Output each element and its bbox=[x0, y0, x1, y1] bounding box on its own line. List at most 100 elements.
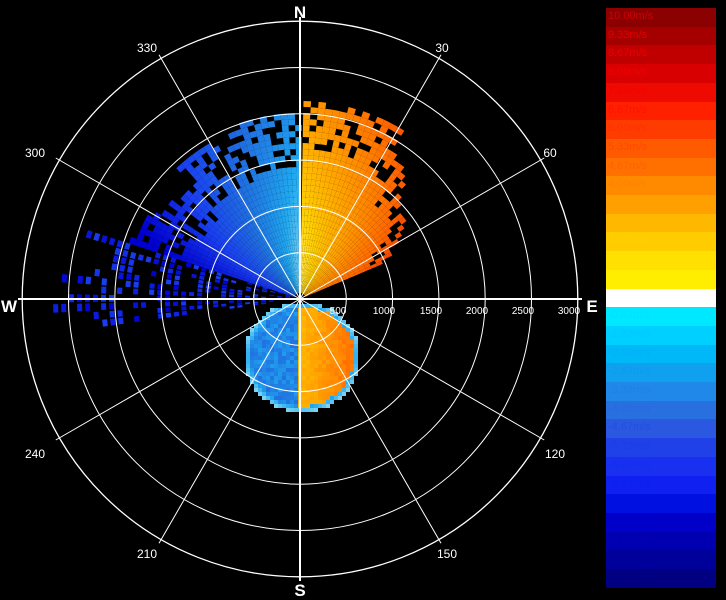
echo-gate bbox=[320, 138, 328, 146]
echo-pixel bbox=[310, 360, 314, 364]
echo-gate bbox=[327, 240, 333, 247]
echo-gate bbox=[249, 130, 258, 139]
echo-pixel bbox=[342, 360, 346, 364]
colorbar-label: -2.67m/s bbox=[608, 365, 651, 378]
echo-gate bbox=[283, 137, 290, 144]
echo-gate bbox=[356, 160, 364, 169]
echo-gate bbox=[274, 264, 280, 271]
echo-gate bbox=[271, 275, 277, 281]
echo-pixel bbox=[262, 364, 266, 368]
echo-gate bbox=[322, 275, 329, 281]
echo-gate bbox=[310, 107, 319, 114]
echo-gate bbox=[320, 284, 327, 288]
colorbar-swatch bbox=[606, 232, 716, 252]
echo-gate bbox=[320, 211, 326, 219]
echo-gate bbox=[213, 180, 222, 189]
echo-gate bbox=[244, 138, 253, 146]
echo-pixel bbox=[314, 408, 318, 412]
echo-gate bbox=[365, 224, 373, 232]
echo-pixel bbox=[342, 348, 346, 352]
echo-gate bbox=[319, 180, 325, 188]
echo-pixel bbox=[282, 372, 286, 376]
echo-gate bbox=[117, 310, 123, 317]
echo-gate bbox=[332, 196, 339, 204]
echo-gate bbox=[316, 235, 322, 243]
echo-pixel bbox=[278, 340, 282, 344]
echo-pixel bbox=[306, 336, 310, 340]
echo-gate bbox=[198, 257, 206, 264]
colorbar-label: -0.67m/s bbox=[608, 309, 651, 322]
echo-gate bbox=[321, 230, 326, 238]
colorbar-label: -8.67m/s bbox=[608, 533, 651, 546]
echo-pixel bbox=[294, 324, 298, 328]
echo-gate bbox=[307, 239, 311, 246]
echo-gate bbox=[289, 293, 295, 297]
echo-gate bbox=[311, 280, 316, 286]
echo-gate bbox=[310, 265, 315, 272]
echo-gate bbox=[272, 286, 279, 290]
echo-pixel bbox=[326, 360, 330, 364]
echo-pixel bbox=[278, 356, 282, 360]
echo-pixel bbox=[342, 324, 346, 328]
echo-pixel bbox=[342, 320, 346, 324]
echo-gate bbox=[225, 272, 233, 277]
echo-gate bbox=[380, 214, 388, 222]
echo-gate bbox=[302, 149, 309, 156]
echo-pixel bbox=[274, 400, 278, 404]
echo-pixel bbox=[342, 336, 346, 340]
echo-gate bbox=[279, 186, 285, 193]
echo-pixel bbox=[330, 308, 334, 312]
echo-pixel bbox=[286, 408, 290, 412]
echo-gate bbox=[155, 234, 164, 242]
echo-gate bbox=[314, 137, 322, 145]
echo-pixel bbox=[254, 328, 258, 332]
echo-gate bbox=[256, 185, 263, 193]
echo-gate bbox=[346, 248, 353, 255]
echo-gate bbox=[355, 147, 364, 156]
echo-pixel bbox=[246, 368, 250, 372]
echo-pixel bbox=[310, 392, 314, 396]
echo-gate bbox=[277, 143, 285, 151]
echo-gate bbox=[284, 279, 290, 285]
echo-pixel bbox=[322, 388, 326, 392]
echo-pixel bbox=[262, 336, 266, 340]
echo-gate bbox=[281, 119, 289, 126]
echo-gate bbox=[249, 181, 257, 189]
echo-pixel bbox=[318, 356, 322, 360]
echo-gate bbox=[153, 239, 162, 248]
echo-gate bbox=[239, 193, 247, 201]
echo-gate bbox=[394, 231, 402, 239]
echo-gate bbox=[244, 260, 252, 266]
echo-gate bbox=[197, 232, 205, 240]
echo-gate bbox=[294, 281, 297, 288]
echo-gate bbox=[335, 253, 341, 260]
echo-pixel bbox=[314, 348, 318, 352]
echo-gate bbox=[246, 144, 255, 152]
echo-pixel bbox=[318, 336, 322, 340]
echo-pixel bbox=[310, 312, 314, 316]
echo-gate bbox=[193, 264, 200, 270]
echo-gate bbox=[290, 257, 294, 264]
echo-pixel bbox=[282, 336, 286, 340]
echo-pixel bbox=[346, 340, 350, 344]
echo-gate bbox=[344, 246, 351, 253]
echo-gate bbox=[125, 280, 131, 288]
echo-gate bbox=[314, 186, 320, 193]
echo-gate bbox=[357, 263, 364, 269]
echo-pixel bbox=[334, 372, 338, 376]
echo-gate bbox=[231, 197, 239, 206]
echo-gate bbox=[268, 261, 274, 268]
echo-pixel bbox=[286, 364, 290, 368]
echo-gate bbox=[235, 264, 243, 270]
echo-gate bbox=[293, 275, 296, 282]
echo-gate bbox=[176, 232, 185, 240]
echo-pixel bbox=[326, 308, 330, 312]
echo-gate bbox=[301, 275, 304, 282]
echo-gate bbox=[339, 258, 346, 264]
echo-gate bbox=[173, 311, 180, 317]
echo-gate bbox=[359, 136, 368, 145]
echo-pixel bbox=[294, 408, 298, 412]
echo-pixel bbox=[306, 328, 310, 332]
echo-gate bbox=[242, 178, 250, 186]
echo-gate bbox=[235, 195, 243, 203]
